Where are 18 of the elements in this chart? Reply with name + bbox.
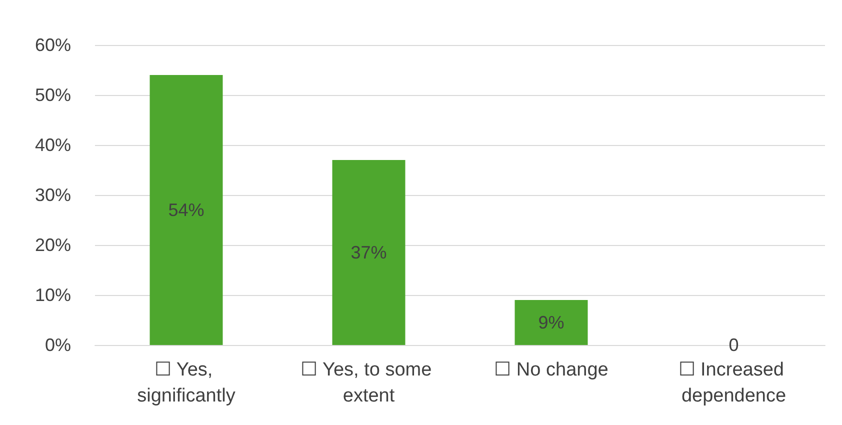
bar bbox=[514, 300, 588, 345]
x-tick-label: ☐ Increased dependence bbox=[678, 360, 790, 406]
y-tick-label: 0% bbox=[44, 335, 71, 355]
bar bbox=[332, 160, 406, 345]
bar bbox=[150, 75, 223, 345]
x-tick-label: ☐ Yes, significantly bbox=[137, 360, 236, 406]
y-tick-label: 20% bbox=[34, 235, 71, 255]
data-label: 37% bbox=[350, 242, 387, 262]
data-label: 9% bbox=[538, 312, 564, 332]
data-label: 0 bbox=[728, 335, 739, 355]
data-label: 54% bbox=[168, 200, 204, 220]
y-tick-label: 40% bbox=[34, 135, 71, 155]
y-tick-label: 60% bbox=[34, 35, 71, 55]
y-tick-label: 30% bbox=[34, 185, 71, 205]
x-tick-label: ☐ No change bbox=[494, 360, 608, 380]
x-tick-label: ☐ Yes, to some extent bbox=[300, 360, 437, 406]
y-tick-label: 10% bbox=[34, 285, 71, 305]
y-tick-label: 50% bbox=[34, 85, 71, 105]
